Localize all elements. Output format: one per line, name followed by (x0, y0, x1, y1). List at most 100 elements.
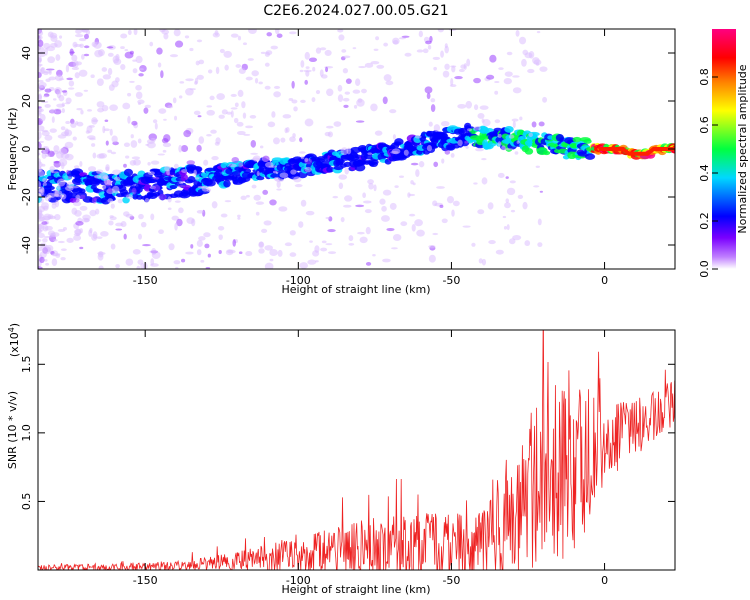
heatmap-cell (261, 228, 268, 234)
heatmap-cell (230, 93, 237, 97)
snr-y-axis-label: SNR (10 * v/v) (6, 391, 19, 469)
heatmap-cell (381, 215, 390, 222)
heatmap-cell (441, 158, 445, 164)
heatmap-cell (64, 153, 74, 161)
heatmap-cell (531, 121, 537, 128)
heatmap-cell (250, 152, 259, 155)
heatmap-cell (137, 102, 142, 105)
heatmap-cell (494, 90, 499, 95)
heatmap-cell (285, 127, 290, 133)
heatmap-cell (138, 233, 142, 240)
heatmap-cell (160, 70, 164, 79)
y-tick-label: 20 (20, 94, 33, 108)
heatmap-cell (454, 76, 463, 80)
heatmap-cell (494, 80, 500, 83)
heatmap-cell (157, 153, 165, 156)
heatmap-cell (196, 239, 203, 247)
heatmap-cell (100, 230, 109, 237)
heatmap-cell (180, 145, 189, 153)
heatmap-cell (481, 158, 487, 161)
heatmap-cell (54, 87, 62, 95)
heatmap-cell (129, 160, 137, 166)
heatmap-cell (572, 136, 582, 143)
heatmap-cell (163, 118, 167, 121)
heatmap-cell (55, 54, 61, 61)
heatmap-cell (84, 33, 89, 40)
heatmap-cell (130, 140, 138, 148)
heatmap-cell (113, 176, 121, 181)
heatmap-cell (512, 75, 520, 78)
heatmap-cell (464, 140, 469, 144)
heatmap-cell (40, 67, 45, 75)
heatmap-cell (245, 194, 250, 198)
heatmap-cell (424, 86, 433, 94)
heatmap-cell (150, 258, 155, 266)
heatmap-cell (212, 32, 220, 38)
heatmap-cell (231, 157, 240, 164)
heatmap-cell (537, 242, 543, 248)
heatmap-cell (374, 130, 383, 136)
heatmap-cell (105, 164, 110, 171)
heatmap-cell (60, 126, 66, 131)
heatmap-cell (264, 262, 274, 269)
heatmap-cell (348, 243, 355, 246)
heatmap-cell (433, 124, 441, 132)
heatmap-cell (65, 120, 71, 125)
heatmap-cell (353, 104, 358, 109)
heatmap-cell (49, 232, 57, 238)
heatmap-cell (251, 70, 259, 77)
heatmap-cell (416, 49, 424, 53)
heatmap-cell (64, 102, 71, 105)
heatmap-cell (206, 105, 213, 108)
heatmap-cell (304, 157, 309, 162)
heatmap-cell (428, 121, 433, 127)
heatmap-cell (321, 240, 327, 244)
heatmap-cell (80, 109, 84, 115)
heatmap-cell (254, 77, 259, 84)
heatmap-cell (389, 202, 397, 210)
heatmap-cell (247, 58, 254, 61)
heatmap-cell (38, 46, 45, 55)
heatmap-cell (245, 125, 254, 129)
heatmap-cell (79, 161, 83, 167)
heatmap-cell (152, 119, 158, 124)
heatmap-cell (533, 59, 542, 66)
heatmap-cell (343, 104, 349, 108)
heatmap-cell (62, 226, 68, 231)
heatmap-cell (38, 246, 43, 252)
heatmap-cell (67, 192, 78, 199)
heatmap-cell (304, 51, 310, 60)
heatmap-cell (363, 200, 372, 204)
heatmap-cell (320, 247, 328, 252)
heatmap-cell (45, 78, 51, 82)
heatmap-cell (89, 137, 96, 141)
heatmap-cell (54, 214, 61, 221)
heatmap-cell (215, 137, 221, 144)
heatmap-cell (481, 258, 487, 266)
heatmap-cell (338, 174, 348, 180)
heatmap-cell (105, 140, 109, 146)
x-tick-label: -150 (133, 274, 158, 287)
heatmap-cell (41, 246, 51, 255)
heatmap-cell (173, 29, 181, 37)
heatmap-cell (236, 121, 244, 127)
heatmap-cell (181, 258, 186, 263)
heatmap-cell (73, 235, 82, 241)
heatmap-cell (325, 216, 331, 220)
heatmap-cell (43, 213, 52, 221)
heatmap-cell (107, 198, 114, 203)
heatmap-cell (196, 209, 204, 214)
heatmap-cell (120, 64, 126, 71)
heatmap-cell (494, 119, 501, 124)
heatmap-cell (370, 61, 380, 65)
heatmap-cell (198, 59, 205, 65)
heatmap-cell (292, 133, 296, 138)
heatmap-cell (91, 117, 98, 125)
heatmap-cell (498, 67, 504, 70)
colorbar-gradient (712, 29, 736, 269)
heatmap-cell (38, 190, 43, 198)
heatmap-cell (137, 138, 142, 144)
heatmap-cell (189, 88, 196, 91)
heatmap-cell (504, 71, 513, 77)
heatmap-cell (289, 252, 297, 257)
